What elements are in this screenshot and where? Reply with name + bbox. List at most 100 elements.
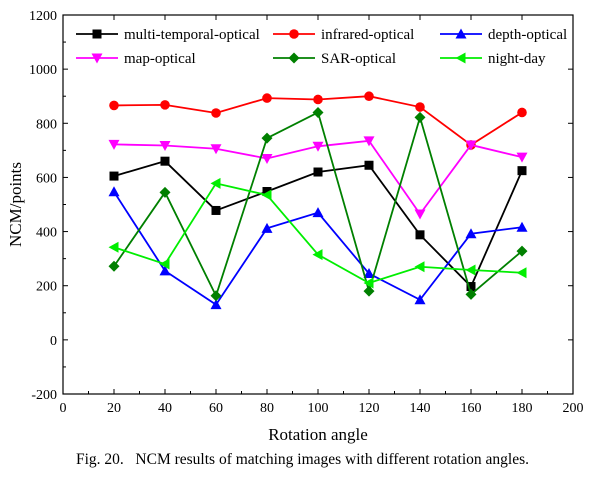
data-point [364,160,374,170]
y-tick-label: -200 [31,388,57,403]
x-tick-label: 140 [410,401,431,416]
data-point [414,111,426,123]
data-point [312,106,324,118]
legend-marker [91,53,103,64]
legend: multi-temporal-optical infrared-optical de… [76,27,567,67]
data-point [210,144,222,155]
data-point [516,245,528,257]
x-tick-label: 100 [308,401,329,416]
data-point [108,241,119,253]
legend-marker [455,28,467,39]
x-tick-label: 120 [359,401,380,416]
legend-entry: SAR-optical [273,51,396,67]
data-point [516,221,528,232]
x-tick-label: 80 [260,401,274,416]
legend-marker [455,52,466,64]
data-point [261,153,273,164]
y-tick-label: 1000 [29,63,57,78]
legend-entry: depth-optical [440,27,567,43]
y-tick-label: 1200 [29,9,57,24]
series-line [113,111,523,299]
data-point [465,264,476,276]
series-SAR-optical [108,106,528,302]
data-point [108,139,120,150]
data-point [211,205,221,215]
data-point [159,258,170,270]
series-night-day [108,177,527,289]
legend-marker [289,29,299,39]
data-point [465,228,477,239]
x-tick-label: 0 [60,401,67,416]
data-point [516,152,528,163]
line-chart: 0 20 40 60 80 100 120 140 160 180 200-200020040060… [6,9,584,444]
x-tick-label: 160 [461,401,482,416]
data-point [465,140,477,151]
axes: 0 20 40 60 80 100 120 140 160 180 200-200020040060… [6,9,584,444]
x-tick-label: 40 [158,401,172,416]
data-point [109,171,119,181]
data-point [466,282,476,292]
data-point [261,132,273,144]
data-point [312,207,324,218]
legend-label: multi-temporal-optical [124,27,260,43]
series-depth-optical [108,186,528,310]
data-point [415,230,425,240]
legend-marker [288,52,300,64]
legend-marker [92,29,102,39]
series-line [113,160,523,289]
legend-entry: map-optical [76,51,196,67]
x-axis-title: Rotation angle [268,425,368,444]
data-point [262,187,272,197]
y-axis-title: NCM/points [6,162,25,247]
plot-frame [62,14,574,395]
legend-entry: night-day [440,51,546,67]
data-point [363,136,375,147]
data-point [363,285,375,297]
legend-label: infrared-optical [321,27,414,43]
data-point [364,91,374,102]
x-tick-label: 180 [512,401,533,416]
y-tick-label: 200 [36,280,57,295]
data-point [210,177,221,189]
data-point [210,290,222,302]
data-point [414,261,425,273]
x-tick-label: 200 [563,401,584,416]
series-line [113,139,523,216]
legend-entry: infrared-optical [273,27,414,43]
x-tick-label: 60 [209,401,223,416]
series-infrared-optical [109,91,527,150]
data-point [363,277,374,289]
data-point [108,260,120,272]
series-map-optical [108,136,528,220]
data-point [465,288,477,300]
series-lines [108,91,528,310]
y-tick-label: 800 [36,117,57,132]
x-tick-label: 20 [107,401,121,416]
data-point [261,189,272,201]
data-point [159,186,171,198]
data-point [312,141,324,152]
series-line [113,182,523,284]
legend-entry: multi-temporal-optical [76,27,260,43]
data-point [516,267,527,279]
legend-label: SAR-optical [321,51,396,67]
data-point [159,265,171,276]
data-point [109,100,119,111]
data-point [414,294,426,305]
legend-label: depth-optical [488,27,567,43]
data-point [312,249,323,261]
data-point [159,140,171,151]
data-point [211,108,221,118]
data-point [210,299,222,310]
y-tick-label: 0 [50,334,57,349]
data-point [262,93,272,103]
data-point [414,209,426,220]
data-point [261,222,273,233]
data-point [363,268,375,279]
legend-label: map-optical [124,51,196,67]
data-point [517,107,527,118]
data-point [313,94,323,105]
legend-label: night-day [488,51,546,67]
y-tick-label: 400 [36,226,57,241]
data-point [160,100,170,110]
